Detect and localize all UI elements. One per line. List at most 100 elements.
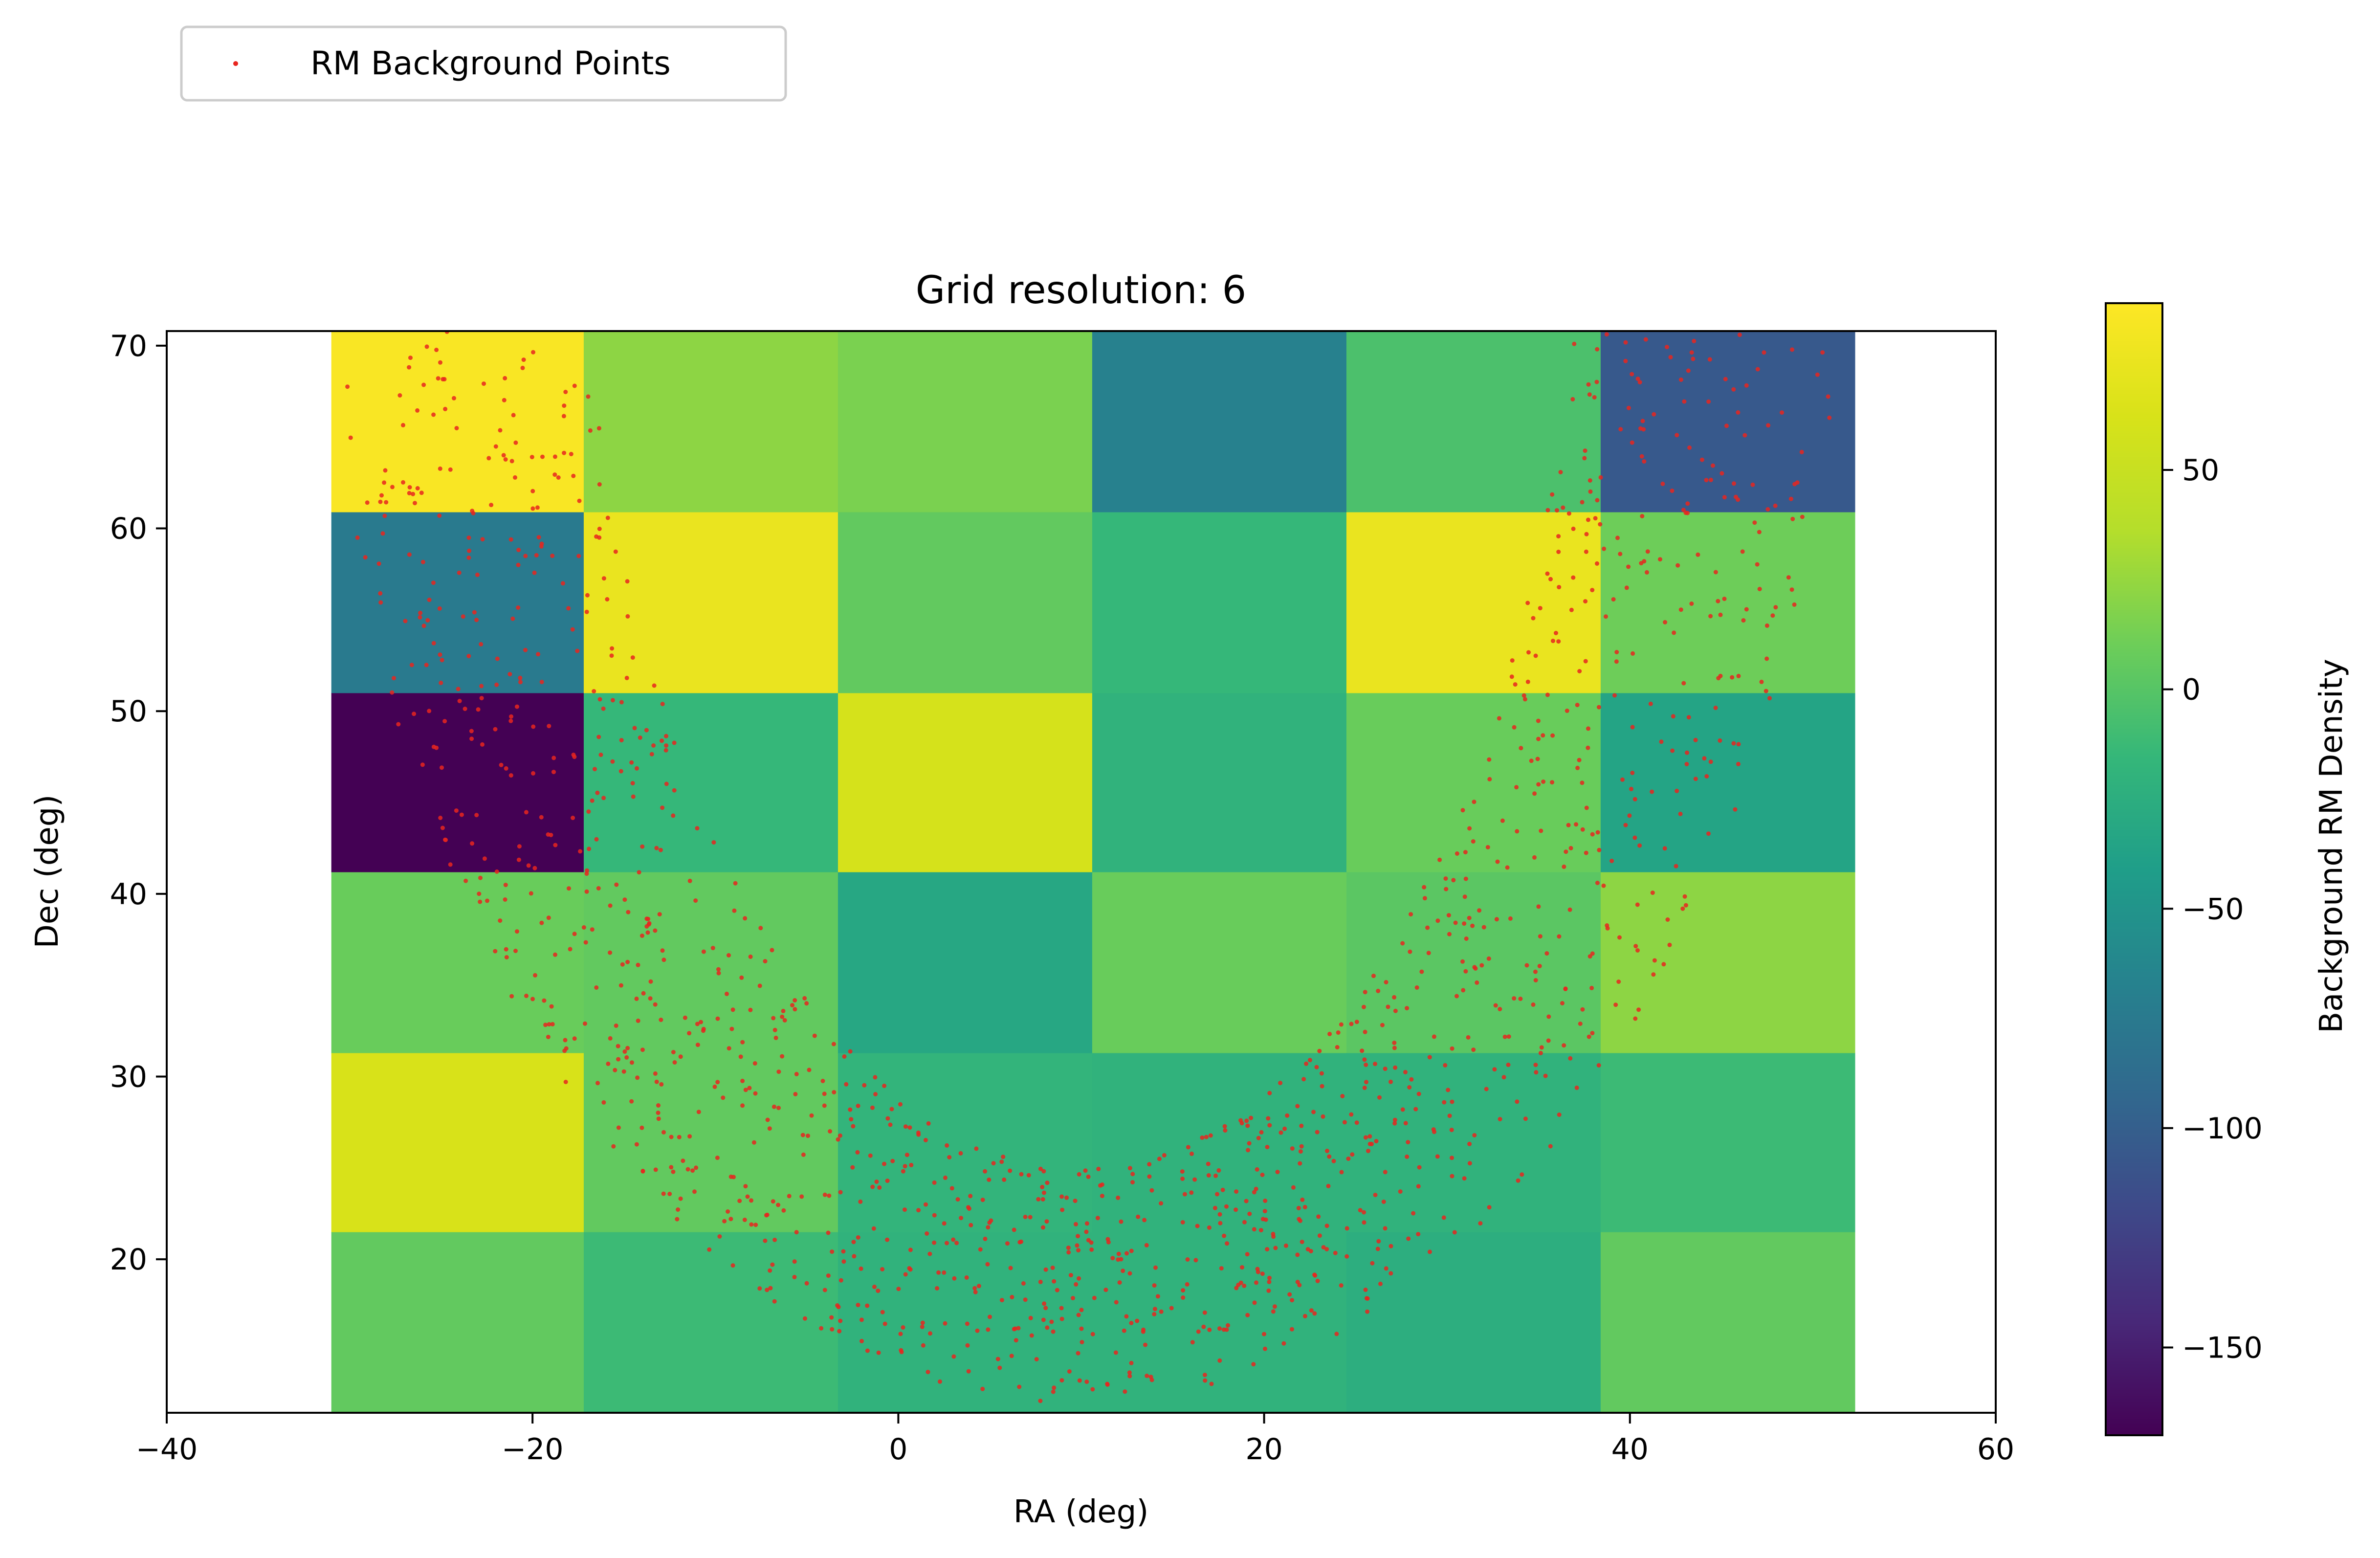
scatter-point <box>1722 495 1727 500</box>
scatter-point <box>1066 1250 1071 1255</box>
scatter-point <box>896 1287 901 1291</box>
scatter-point <box>1460 959 1465 964</box>
scatter-point <box>932 1213 937 1218</box>
scatter-point <box>983 1236 988 1241</box>
scatter-point <box>752 1061 757 1066</box>
x-axis-ticks: −40 −20 0 20 40 60 <box>136 1413 2014 1467</box>
scatter-point <box>1373 1062 1377 1067</box>
scatter-point <box>743 916 748 921</box>
scatter-point <box>1682 399 1687 404</box>
scatter-point <box>1377 1095 1382 1100</box>
scatter-point <box>1136 1214 1141 1219</box>
scatter-point <box>1560 1001 1565 1005</box>
scatter-point <box>920 1324 925 1329</box>
scatter-point <box>1602 546 1607 551</box>
scatter-point <box>773 1035 778 1040</box>
scatter-point <box>1650 890 1655 895</box>
scatter-point <box>1586 726 1590 731</box>
scatter-point <box>726 1209 730 1214</box>
scatter-point <box>1736 410 1741 415</box>
scatter-point <box>1477 908 1482 913</box>
scatter-point <box>768 1286 773 1291</box>
scatter-point <box>503 457 508 462</box>
scatter-point <box>701 949 706 954</box>
scatter-point <box>1038 1166 1043 1171</box>
scatter-point <box>1222 1233 1227 1238</box>
scatter-point <box>985 1262 990 1267</box>
scatter-point <box>1383 1226 1388 1231</box>
scatter-point <box>1364 1080 1368 1085</box>
scatter-point <box>610 646 615 651</box>
scatter-point <box>1640 514 1645 518</box>
scatter-point <box>1693 777 1698 781</box>
scatter-point <box>536 535 541 540</box>
scatter-point <box>1536 782 1541 787</box>
scatter-point <box>765 1212 770 1217</box>
scatter-point <box>641 991 646 996</box>
scatter-point <box>1416 1184 1421 1189</box>
scatter-point <box>644 728 649 733</box>
scatter-point <box>876 1289 881 1293</box>
scatter-point <box>1114 1300 1119 1305</box>
scatter-point <box>1153 1265 1158 1270</box>
scatter-point <box>820 1079 825 1083</box>
scatter-point <box>1443 1063 1448 1068</box>
scatter-point <box>1362 1210 1366 1215</box>
scatter-point <box>494 682 499 687</box>
scatter-point <box>1704 478 1709 483</box>
scatter-point <box>1548 1144 1553 1149</box>
scatter-point <box>1522 697 1527 702</box>
scatter-point <box>837 1329 842 1334</box>
scatter-point <box>499 762 504 767</box>
scatter-point <box>1658 557 1662 562</box>
scatter-point <box>1260 1173 1265 1177</box>
scatter-point <box>1077 1276 1081 1281</box>
scatter-point <box>1557 1113 1562 1117</box>
scatter-point <box>1106 1240 1111 1245</box>
scatter-point <box>632 726 637 731</box>
scatter-point <box>424 663 429 668</box>
scatter-point <box>1713 706 1718 710</box>
scatter-point <box>793 998 797 1002</box>
scatter-point <box>1314 1065 1319 1069</box>
scatter-point <box>1759 679 1764 684</box>
scatter-point <box>1541 733 1545 738</box>
scatter-point <box>997 1365 1002 1370</box>
scatter-point <box>1519 746 1523 751</box>
scatter-point <box>757 983 762 988</box>
scatter-point <box>1055 1288 1059 1292</box>
scatter-point <box>518 680 523 685</box>
scatter-point <box>772 1299 777 1304</box>
scatter-point <box>494 869 499 874</box>
scatter-point <box>1216 1168 1221 1173</box>
scatter-point <box>530 506 535 511</box>
scatter-point <box>1266 1116 1271 1121</box>
x-axis-label: RA (deg) <box>1014 1494 1149 1530</box>
scatter-point <box>601 576 606 581</box>
scatter-point <box>1685 750 1689 755</box>
scatter-point <box>1217 1212 1222 1217</box>
scatter-point <box>1454 994 1459 999</box>
scatter-point <box>1789 587 1794 592</box>
scatter-point <box>1392 1117 1397 1122</box>
scatter-point <box>530 997 535 1002</box>
scatter-point <box>549 833 553 837</box>
scatter-point <box>707 1247 712 1252</box>
scatter-point <box>925 1231 929 1236</box>
scatter-point <box>1358 1208 1363 1213</box>
scatter-point <box>958 1151 963 1156</box>
scatter-point <box>1222 1124 1227 1129</box>
scatter-point <box>1242 1220 1247 1224</box>
scatter-point <box>550 554 555 558</box>
scatter-point <box>973 1290 978 1294</box>
scatter-point <box>1409 912 1413 917</box>
scatter-point <box>1535 757 1540 761</box>
heatmap-cell <box>1092 872 1347 1053</box>
scatter-point <box>975 1328 980 1333</box>
scatter-point <box>1076 1313 1081 1317</box>
scatter-point <box>482 856 487 861</box>
scatter-point <box>1238 1280 1243 1285</box>
scatter-point <box>1686 368 1691 373</box>
scatter-point <box>1586 745 1590 750</box>
scatter-point <box>564 1046 569 1051</box>
